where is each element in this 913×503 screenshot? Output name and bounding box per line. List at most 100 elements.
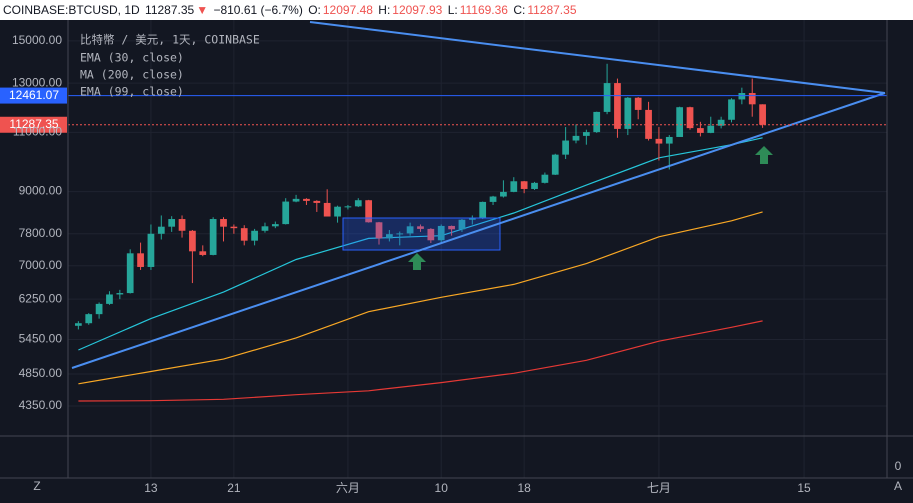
candle-body <box>323 202 331 217</box>
candle-body <box>520 181 528 189</box>
candle-body <box>251 230 258 241</box>
candle-body <box>562 140 569 155</box>
y-tick-label: 7000.00 <box>19 258 63 272</box>
candle-body <box>230 226 238 229</box>
candle-body <box>448 225 455 230</box>
candles <box>74 63 766 330</box>
candle-body <box>489 196 497 202</box>
range-box <box>342 217 501 251</box>
candle-body <box>334 206 341 217</box>
candle-body <box>157 226 165 234</box>
candle-body <box>303 198 310 201</box>
candle-body <box>655 138 663 144</box>
indicator-line <box>78 211 763 385</box>
candle-body <box>665 136 673 144</box>
candle-body <box>240 228 248 241</box>
candle-body <box>437 225 445 241</box>
candle-body <box>406 226 414 234</box>
x-tick-label: 六月 <box>336 481 360 495</box>
candle-body <box>137 253 144 267</box>
arrow-up <box>755 146 773 164</box>
legend: 比特幣 / 美元, 1天, COINBASE EMA (30, close) MA… <box>80 33 260 99</box>
candle-body <box>468 217 476 220</box>
l-label: L: <box>447 3 458 17</box>
price-label: 11287.35 <box>9 117 58 131</box>
candle-body <box>292 198 300 202</box>
indicator-line <box>78 320 763 402</box>
h-label: H: <box>378 3 391 17</box>
y-tick-label: 15000.00 <box>12 33 62 47</box>
header: COINBASE:BTCUSD, 1D 11287.35 ▼ −810.61 (−… <box>0 0 913 20</box>
last: 11287.35 <box>145 3 195 17</box>
candle-body <box>386 234 393 239</box>
candle-body <box>738 93 746 100</box>
l: 11169.36 <box>459 3 508 17</box>
candle-body <box>147 233 155 267</box>
trendline <box>309 21 886 94</box>
candle-body <box>572 135 580 141</box>
candle-body <box>458 219 466 230</box>
candle-body <box>500 191 507 197</box>
candle-body <box>261 226 269 231</box>
candle-body <box>676 107 684 137</box>
candle-body <box>717 119 725 126</box>
candle-body <box>614 83 621 129</box>
candle-body <box>199 251 207 255</box>
symbol: COINBASE:BTCUSD, 1D <box>3 3 140 17</box>
candle-body <box>396 233 404 235</box>
h: 12097.93 <box>392 3 443 17</box>
y-tick-label: 4850.00 <box>19 366 63 380</box>
candle-body <box>728 99 735 120</box>
candle-body <box>417 226 424 229</box>
candle-body <box>541 174 549 183</box>
candle-body <box>759 104 766 125</box>
arrow: ▼ <box>196 3 209 17</box>
candle-body <box>168 219 176 227</box>
trendline <box>71 92 886 369</box>
candle-body <box>510 181 518 192</box>
candle-body <box>220 219 227 227</box>
candle-body <box>344 206 352 208</box>
candle-body <box>106 294 113 304</box>
x-tick-label: 七月 <box>647 481 671 495</box>
candle-body <box>603 83 611 112</box>
candle-body <box>282 201 290 225</box>
x-tick-label: 13 <box>144 481 158 495</box>
x-tick-label: 15 <box>797 481 811 495</box>
x-tick-label: 10 <box>435 481 449 495</box>
y-tick-label: 9000.00 <box>19 184 63 198</box>
y-tick-label: 13000.00 <box>12 75 62 89</box>
candle-body <box>313 200 321 203</box>
candle-body <box>365 200 373 223</box>
price-lines: 12461.07 11287.35 <box>0 87 887 133</box>
price-label-box <box>0 87 67 104</box>
y-tick-label: 4350.00 <box>19 398 63 412</box>
o-label: O: <box>308 3 321 17</box>
scale-button[interactable]: Z <box>33 479 40 493</box>
legend-entry: MA (200, close) <box>80 68 184 82</box>
candle-body <box>126 253 134 294</box>
candle-body <box>375 222 383 239</box>
symbol-legend: 比特幣 / 美元, 1天, COINBASE <box>80 33 260 47</box>
candle-body <box>74 323 82 326</box>
y-tick-label: 7800.00 <box>19 226 63 240</box>
candle-body <box>697 128 704 133</box>
candle-body <box>748 93 756 105</box>
candle-body <box>189 230 196 252</box>
candle-body <box>209 219 217 255</box>
arrow-up <box>408 253 426 270</box>
candle-body <box>116 293 124 295</box>
candle-body <box>85 314 93 324</box>
candle-body <box>686 107 694 129</box>
o: 12097.48 <box>322 3 373 17</box>
y-tick-label: 11000.00 <box>13 125 62 139</box>
candle-body <box>551 154 559 175</box>
price-label: 12461.07 <box>9 88 59 102</box>
x-tick-label: 18 <box>517 481 531 495</box>
y-tick-label: 6250.00 <box>19 291 63 305</box>
auto-button[interactable]: A <box>894 479 902 493</box>
price-label-box <box>0 116 67 133</box>
lower-tick-label: 0 <box>895 459 902 473</box>
candle-body <box>707 125 715 133</box>
